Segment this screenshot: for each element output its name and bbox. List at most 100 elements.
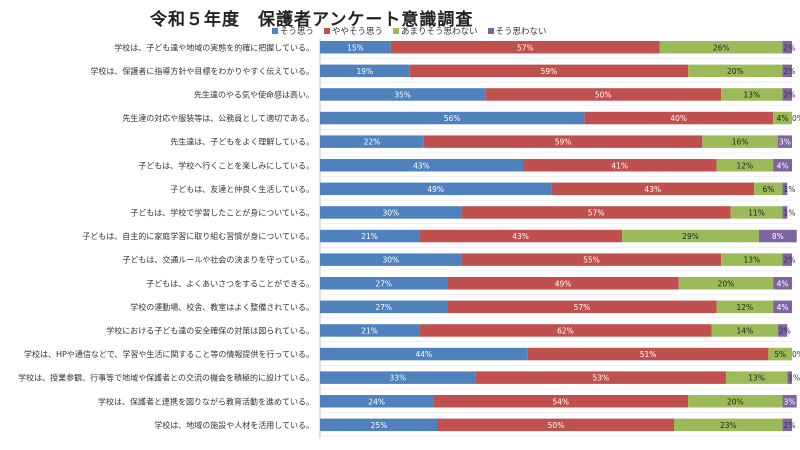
data-label: 13% xyxy=(744,256,761,265)
bar-segment xyxy=(777,135,792,148)
data-label: 49% xyxy=(555,279,572,288)
category-label: 学校は、保護者と連携を図りながら教育活動を進めている。 xyxy=(98,396,314,406)
data-label: 43% xyxy=(413,161,430,170)
bar-segment xyxy=(782,88,792,101)
data-label: 44% xyxy=(416,350,433,359)
bar-segment xyxy=(702,135,778,148)
bar-segment xyxy=(320,418,438,432)
bar-segment xyxy=(782,418,792,432)
category-label: 子どもは、友達と仲良く生活している。 xyxy=(170,184,314,194)
data-label: 59% xyxy=(541,67,558,76)
data-label: 2% xyxy=(784,90,796,99)
data-label: 4% xyxy=(777,303,789,312)
data-label: 57% xyxy=(588,208,605,217)
data-label: 12% xyxy=(736,303,753,312)
data-label: 57% xyxy=(517,43,534,52)
data-label: 56% xyxy=(444,114,461,123)
category-label: 子どもは、学校へ行くことを楽しみにしている。 xyxy=(138,160,314,170)
data-label: 30% xyxy=(382,208,399,217)
data-label: 50% xyxy=(548,421,565,430)
data-label: 13% xyxy=(748,374,765,383)
category-label: 学校は、HPや通信などで、学習や生活に関すること等の情報提供を行っている。 xyxy=(24,349,314,359)
bar-segment xyxy=(320,395,434,408)
bar-segment xyxy=(678,277,774,290)
data-label: 24% xyxy=(368,397,385,406)
data-label: 1% xyxy=(784,185,796,194)
data-label: 4% xyxy=(777,114,789,123)
data-label: 35% xyxy=(394,90,411,99)
data-label: 53% xyxy=(593,374,610,383)
category-label: 学校は、地域の施設や人材を活用している。 xyxy=(154,420,314,430)
data-label: 54% xyxy=(552,397,569,406)
data-label: 3% xyxy=(784,397,796,406)
data-label: 15% xyxy=(347,43,364,52)
legend-label: ややそう思う xyxy=(332,27,384,37)
data-label: 2% xyxy=(784,67,796,76)
data-label: 4% xyxy=(777,161,789,170)
bar-segment xyxy=(711,324,778,337)
data-label: 50% xyxy=(595,90,612,99)
bar-segment xyxy=(716,159,774,172)
bar-segment xyxy=(320,347,528,361)
data-label: 43% xyxy=(512,232,529,241)
data-label: 41% xyxy=(611,161,628,170)
legend: そう思う ややそう思う あまりそう思わない そう思わない xyxy=(272,25,547,37)
data-label: 55% xyxy=(583,256,600,265)
bar-segment xyxy=(768,347,792,361)
data-label: 33% xyxy=(390,374,407,383)
legend-label: あまりそう思わない xyxy=(401,27,478,37)
bar-segment xyxy=(423,135,703,148)
data-label: 1% xyxy=(788,374,800,383)
legend-item-yaya-sou-omou: ややそう思う xyxy=(324,25,383,37)
data-label: 43% xyxy=(644,185,661,194)
bar-segment xyxy=(447,277,679,290)
data-label: 20% xyxy=(727,67,744,76)
bar-segment xyxy=(447,300,717,314)
data-label: 11% xyxy=(748,208,765,217)
data-label: 25% xyxy=(371,421,388,430)
bar-segment xyxy=(782,395,797,408)
data-label: 27% xyxy=(375,303,392,312)
data-label: 30% xyxy=(382,256,399,265)
bar-segment xyxy=(688,64,783,78)
bar-segment xyxy=(688,395,783,408)
data-label: 40% xyxy=(670,114,687,123)
bar-segment xyxy=(320,206,462,219)
legend-swatch xyxy=(272,28,278,34)
bar-segment xyxy=(622,229,759,243)
data-label: 21% xyxy=(361,232,378,241)
bar-segment xyxy=(438,418,674,432)
category-label: 子どもは、自主的に家庭学習に取り組む習慣が身についている。 xyxy=(82,231,314,241)
data-label: 19% xyxy=(357,67,374,76)
bar-segment xyxy=(773,159,792,172)
bar-segment xyxy=(787,371,792,384)
bar-segment xyxy=(782,206,788,219)
legend-item-amari-sou-omowanai: あまりそう思わない xyxy=(393,25,478,37)
bar-segment xyxy=(320,182,552,196)
bar-segment xyxy=(674,418,783,432)
data-label: 2% xyxy=(784,43,796,52)
bar-segment xyxy=(320,253,462,266)
data-label: 20% xyxy=(718,279,735,288)
bar-segment xyxy=(716,300,774,314)
bar-segment xyxy=(320,324,420,337)
bar-segment xyxy=(777,324,788,337)
bar-segment xyxy=(773,300,792,314)
bar-segment xyxy=(721,253,783,266)
bars-layer: 学校は、子ども達や地域の実態を的確に把握している。 15% 57% 26% 2% 学校は、… xyxy=(18,39,800,439)
data-label: 1% xyxy=(784,208,796,217)
bar-segment xyxy=(773,111,792,125)
bar-segment xyxy=(782,182,788,196)
data-label: 2% xyxy=(784,421,796,430)
category-label: 学校は、子ども達や地域の実態を的確に把握している。 xyxy=(114,42,314,52)
bar-segment xyxy=(419,324,712,337)
data-label: 12% xyxy=(736,161,753,170)
bar-segment xyxy=(773,277,792,290)
data-label: 21% xyxy=(361,326,378,335)
data-label: 8% xyxy=(772,232,784,241)
data-label: 29% xyxy=(682,232,699,241)
bar-segment xyxy=(409,64,689,78)
legend-label: そう思わない xyxy=(495,27,547,37)
data-label: 62% xyxy=(557,326,574,335)
